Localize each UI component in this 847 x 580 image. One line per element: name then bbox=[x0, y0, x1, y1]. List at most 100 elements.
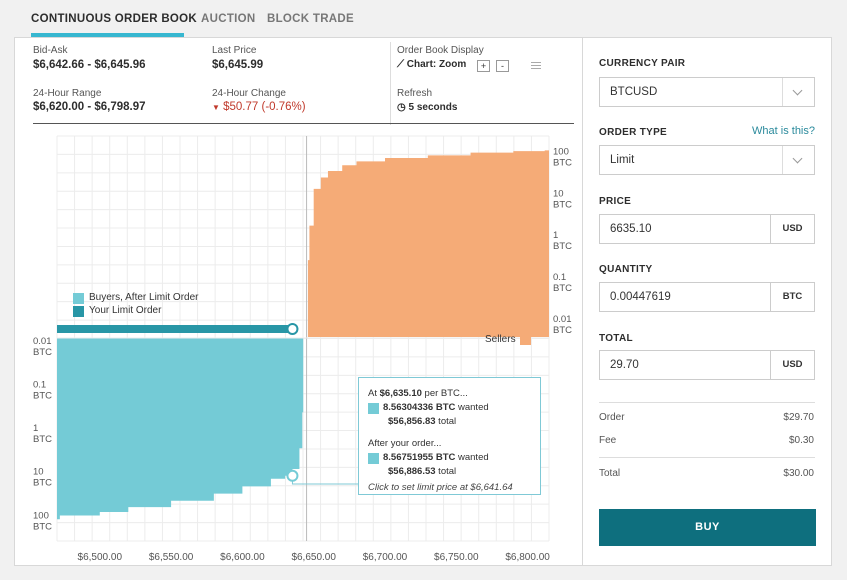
tooltip-after-label: After your order... bbox=[368, 438, 442, 449]
sellers-legend-swatch bbox=[520, 334, 531, 345]
quantity-unit: BTC bbox=[770, 283, 814, 311]
total-input[interactable]: 29.70 USD bbox=[599, 350, 815, 380]
buyers-y-tick-unit: BTC bbox=[33, 347, 52, 358]
total-unit: USD bbox=[770, 351, 814, 379]
order-type-dropdown[interactable] bbox=[782, 146, 814, 174]
sellers-y-tick-unit: BTC bbox=[553, 157, 572, 168]
buyers-y-tick: 10 bbox=[33, 467, 44, 478]
refresh-control[interactable]: ◷ 5 seconds bbox=[397, 102, 457, 113]
depth-tooltip[interactable]: At $6,635.10 per BTC... 8.56304336 BTC w… bbox=[358, 377, 541, 495]
x-axis-tick: $6,500.00 bbox=[78, 552, 123, 563]
change-value: ▼ $50.77 (-0.76%) bbox=[212, 101, 306, 113]
buyers-legend-swatch bbox=[73, 293, 84, 304]
your-limit-order-bar bbox=[57, 325, 293, 333]
buyers-y-tick: 0.01 bbox=[33, 336, 52, 347]
sellers-area bbox=[307, 150, 549, 337]
order-type-label: ORDER TYPE bbox=[599, 127, 668, 138]
chevron-down-icon bbox=[792, 153, 803, 164]
total-label: TOTAL bbox=[599, 333, 633, 344]
summary-fee-label: Fee bbox=[599, 435, 617, 446]
range-value: $6,620.00 - $6,798.97 bbox=[33, 101, 146, 113]
sellers-y-tick-unit: BTC bbox=[553, 241, 572, 252]
tooltip-footer[interactable]: Click to set limit price at $6,641.64 bbox=[368, 482, 513, 493]
buyers-y-tick: 1 bbox=[33, 423, 38, 434]
tooltip-connector bbox=[291, 475, 358, 485]
buy-button[interactable]: BUY bbox=[599, 509, 816, 546]
chart-zoom-label: Chart: Zoom bbox=[406, 59, 467, 70]
order-type-value: Limit bbox=[610, 154, 635, 166]
active-tab-indicator bbox=[31, 33, 184, 37]
sellers-legend-label: Sellers bbox=[485, 334, 516, 345]
currency-pair-dropdown[interactable] bbox=[782, 78, 814, 106]
tab-continuous-order-book[interactable]: CONTINUOUS ORDER BOOK bbox=[31, 13, 198, 25]
currency-pair-select[interactable]: BTCUSD bbox=[599, 77, 815, 107]
change-value-text: $50.77 (-0.76%) bbox=[223, 101, 306, 113]
currency-pair-label: CURRENCY PAIR bbox=[599, 58, 686, 69]
change-label: 24-Hour Change bbox=[212, 88, 286, 99]
x-axis-tick: $6,800.00 bbox=[505, 552, 550, 563]
buyers-y-tick-unit: BTC bbox=[33, 478, 52, 489]
x-axis-tick: $6,650.00 bbox=[291, 552, 336, 563]
depth-chart[interactable]: 100 BTC 10 BTC 1 BTC 0.1 BTC 0.01 BTC 0.01 BTC 0.1 BT… bbox=[15, 126, 582, 563]
limit-order-legend-label: Your Limit Order bbox=[89, 305, 162, 316]
price-value: 6635.10 bbox=[610, 223, 652, 235]
stats-separator bbox=[33, 123, 574, 124]
tooltip-price-line: At $6,635.10 per BTC... bbox=[368, 388, 468, 399]
main-panel: Bid-Ask $6,642.66 - $6,645.96 Last Price… bbox=[14, 37, 832, 566]
x-axis-tick: $6,600.00 bbox=[220, 552, 265, 563]
quantity-label: QUANTITY bbox=[599, 264, 653, 275]
summary-total-value: $30.00 bbox=[783, 468, 814, 479]
quantity-input[interactable]: 0.00447619 BTC bbox=[599, 282, 815, 312]
buyers-area bbox=[57, 338, 304, 520]
zoom-in-button[interactable]: + bbox=[477, 60, 490, 72]
summary-order-label: Order bbox=[599, 412, 625, 423]
tooltip-wanted-1: 8.56304336 BTC wanted bbox=[383, 402, 489, 413]
buyers-y-tick-unit: BTC bbox=[33, 391, 52, 402]
price-label: PRICE bbox=[599, 196, 632, 207]
sellers-y-tick: 0.01 bbox=[553, 314, 572, 325]
summary-order-value: $29.70 bbox=[783, 412, 814, 423]
chart-zoom-control[interactable]: ⟋ Chart: Zoom bbox=[397, 59, 466, 70]
what-is-this-link[interactable]: What is this? bbox=[752, 125, 815, 137]
summary-total-label: Total bbox=[599, 468, 621, 479]
order-book-panel: Bid-Ask $6,642.66 - $6,645.96 Last Price… bbox=[15, 38, 582, 565]
stats-divider bbox=[390, 42, 391, 125]
x-axis-tick: $6,750.00 bbox=[434, 552, 479, 563]
sellers-y-tick-unit: BTC bbox=[553, 283, 572, 294]
order-form: CURRENCY PAIR BTCUSD ORDER TYPE What is … bbox=[582, 38, 831, 565]
depth-chart-svg[interactable]: 100BTC10BTC1BTC0.1BTC0.01BTC0.01BTC0.1BT… bbox=[15, 126, 582, 563]
order-type-select[interactable]: Limit bbox=[599, 145, 815, 175]
tooltip-total-1: $56,856.83 total bbox=[388, 416, 457, 427]
buyers-legend-label: Buyers, After Limit Order bbox=[89, 292, 199, 303]
tab-bar: CONTINUOUS ORDER BOOK AUCTION BLOCK TRAD… bbox=[0, 0, 847, 38]
after-order-marker bbox=[286, 469, 299, 482]
zoom-out-button[interactable]: - bbox=[496, 60, 509, 72]
sellers-y-tick: 10 bbox=[553, 188, 564, 199]
sellers-y-tick-unit: BTC bbox=[553, 199, 572, 210]
tab-block-trade[interactable]: BLOCK TRADE bbox=[267, 13, 354, 25]
tooltip-total-2: $56,886.53 total bbox=[388, 466, 457, 477]
range-label: 24-Hour Range bbox=[33, 88, 102, 99]
tooltip-after-swatch bbox=[368, 453, 379, 464]
limit-order-legend-swatch bbox=[73, 306, 84, 317]
sellers-y-tick: 100 bbox=[553, 146, 569, 157]
sellers-y-tick: 0.1 bbox=[553, 272, 566, 283]
bid-ask-label: Bid-Ask bbox=[33, 45, 68, 56]
tab-auction[interactable]: AUCTION bbox=[201, 13, 256, 25]
summary-total-divider bbox=[599, 457, 815, 458]
total-value: 29.70 bbox=[610, 359, 639, 371]
tooltip-buyers-swatch bbox=[368, 403, 379, 414]
list-view-icon[interactable] bbox=[531, 62, 541, 71]
sellers-y-tick-unit: BTC bbox=[553, 325, 572, 336]
last-price-value: $6,645.99 bbox=[212, 59, 264, 71]
clock-icon: ◷ bbox=[397, 102, 406, 113]
refresh-value: 5 seconds bbox=[408, 102, 458, 113]
buyers-y-tick-unit: BTC bbox=[33, 434, 52, 445]
price-unit: USD bbox=[770, 215, 814, 243]
buyers-y-tick: 0.1 bbox=[33, 380, 46, 391]
price-input[interactable]: 6635.10 USD bbox=[599, 214, 815, 244]
quantity-value: 0.00447619 bbox=[610, 291, 671, 303]
currency-pair-value: BTCUSD bbox=[610, 86, 658, 98]
summary-divider bbox=[599, 402, 815, 403]
buyers-y-tick-unit: BTC bbox=[33, 521, 52, 532]
